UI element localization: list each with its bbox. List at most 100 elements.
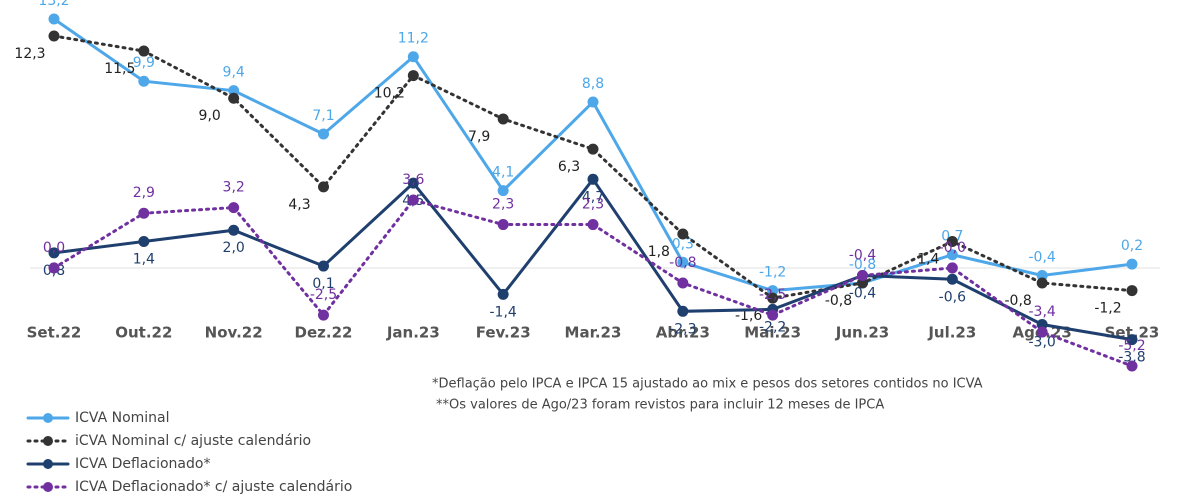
data-label: -3,4 bbox=[1029, 304, 1056, 320]
data-label: 4,7 bbox=[582, 189, 604, 205]
data-label: 2,3 bbox=[582, 197, 604, 213]
data-label: 2,0 bbox=[223, 240, 245, 256]
point bbox=[1036, 326, 1048, 338]
data-label: 13,2 bbox=[38, 0, 69, 9]
data-label: 3,6 bbox=[402, 172, 424, 188]
point bbox=[1126, 334, 1138, 346]
data-label: -2,2 bbox=[759, 319, 786, 335]
point bbox=[587, 173, 599, 185]
data-label: -1,4 bbox=[490, 304, 517, 320]
point bbox=[677, 305, 689, 317]
point bbox=[48, 262, 60, 274]
data-label: -3,8 bbox=[1118, 350, 1145, 366]
point bbox=[677, 228, 689, 240]
point bbox=[1036, 277, 1048, 289]
point bbox=[946, 273, 958, 285]
data-label: 8,8 bbox=[582, 76, 604, 92]
point bbox=[48, 247, 60, 259]
point bbox=[318, 181, 329, 193]
data-label: 4,1 bbox=[492, 165, 514, 181]
note: **Os valores de Ago/23 foram revistos pa… bbox=[436, 398, 884, 413]
data-label: 10,2 bbox=[374, 86, 405, 102]
point bbox=[677, 256, 689, 268]
point bbox=[857, 277, 868, 289]
x-tick-label: Jun.23 bbox=[835, 324, 890, 342]
point bbox=[228, 92, 240, 104]
data-label: -0,6 bbox=[939, 289, 966, 305]
data-label: -0,8 bbox=[825, 293, 852, 309]
x-tick-label: Mai.23 bbox=[744, 324, 801, 342]
point bbox=[497, 288, 509, 300]
x-tick-label: Jan.23 bbox=[386, 324, 440, 342]
point bbox=[228, 85, 240, 97]
point bbox=[228, 224, 240, 236]
data-label: -0,4 bbox=[849, 285, 876, 301]
data-label: 7,9 bbox=[468, 129, 490, 145]
point bbox=[857, 269, 868, 281]
legend-label: ICVA Nominal bbox=[75, 410, 170, 426]
point bbox=[138, 75, 150, 87]
point bbox=[767, 292, 779, 304]
data-label: -0,8 bbox=[849, 257, 876, 273]
point bbox=[946, 249, 958, 261]
data-label: -2,5 bbox=[310, 287, 337, 303]
data-label: 6,3 bbox=[558, 159, 580, 175]
data-label: -0,0 bbox=[939, 240, 966, 256]
point bbox=[1036, 319, 1048, 331]
point bbox=[587, 143, 599, 155]
point bbox=[1126, 360, 1138, 372]
note: *Deflação pelo IPCA e IPCA 15 ajustado a… bbox=[432, 377, 983, 392]
data-label: -5,2 bbox=[1118, 338, 1145, 354]
x-tick-label: Fev.23 bbox=[476, 324, 531, 342]
point bbox=[587, 96, 599, 108]
point bbox=[138, 207, 150, 219]
data-label: 2,3 bbox=[492, 197, 514, 213]
legend-dot bbox=[43, 482, 53, 492]
data-label: 1,4 bbox=[917, 252, 939, 268]
data-label: -1,2 bbox=[1094, 301, 1121, 317]
point bbox=[1036, 269, 1048, 281]
point bbox=[48, 13, 60, 25]
data-label: 4,3 bbox=[288, 197, 310, 213]
legend-dot bbox=[43, 459, 53, 469]
point bbox=[228, 202, 240, 214]
data-label: 9,9 bbox=[133, 55, 155, 71]
data-label: 1,4 bbox=[133, 252, 155, 268]
point bbox=[407, 194, 419, 206]
point bbox=[318, 128, 329, 140]
data-label: -0,8 bbox=[1005, 293, 1032, 309]
data-label: -0,4 bbox=[849, 247, 876, 263]
data-label: 2,9 bbox=[133, 185, 155, 201]
data-label: 12,3 bbox=[14, 46, 45, 62]
point bbox=[767, 309, 779, 321]
data-label: -2,3 bbox=[669, 321, 696, 337]
x-tick-label: Out.22 bbox=[115, 324, 172, 342]
data-label: 9,0 bbox=[199, 108, 221, 124]
data-label: 7,1 bbox=[312, 108, 334, 124]
data-label: 0,0 bbox=[43, 240, 65, 256]
point bbox=[497, 185, 509, 197]
data-label: 0,3 bbox=[672, 236, 694, 252]
point bbox=[677, 277, 689, 289]
point bbox=[48, 30, 60, 42]
legend-label: ICVA Deflacionado* c/ ajuste calendário bbox=[75, 479, 352, 495]
point bbox=[407, 51, 419, 63]
data-label: 11,2 bbox=[398, 31, 429, 47]
point bbox=[587, 219, 599, 231]
legend-label: iCVA Nominal c/ ajuste calendário bbox=[75, 433, 311, 449]
point bbox=[1126, 285, 1138, 297]
data-label: 9,4 bbox=[223, 65, 245, 81]
point bbox=[138, 45, 150, 57]
point bbox=[767, 285, 779, 297]
point bbox=[318, 260, 329, 272]
point bbox=[497, 113, 509, 125]
point bbox=[497, 219, 509, 231]
data-label: -1,2 bbox=[759, 265, 786, 281]
data-label: 11,5 bbox=[104, 61, 135, 77]
legend-dot bbox=[43, 436, 53, 446]
point bbox=[946, 236, 958, 248]
data-label: 1,8 bbox=[648, 244, 670, 260]
data-label: 0,2 bbox=[1121, 238, 1143, 254]
point bbox=[946, 262, 958, 274]
data-label: -0,4 bbox=[1029, 249, 1056, 265]
